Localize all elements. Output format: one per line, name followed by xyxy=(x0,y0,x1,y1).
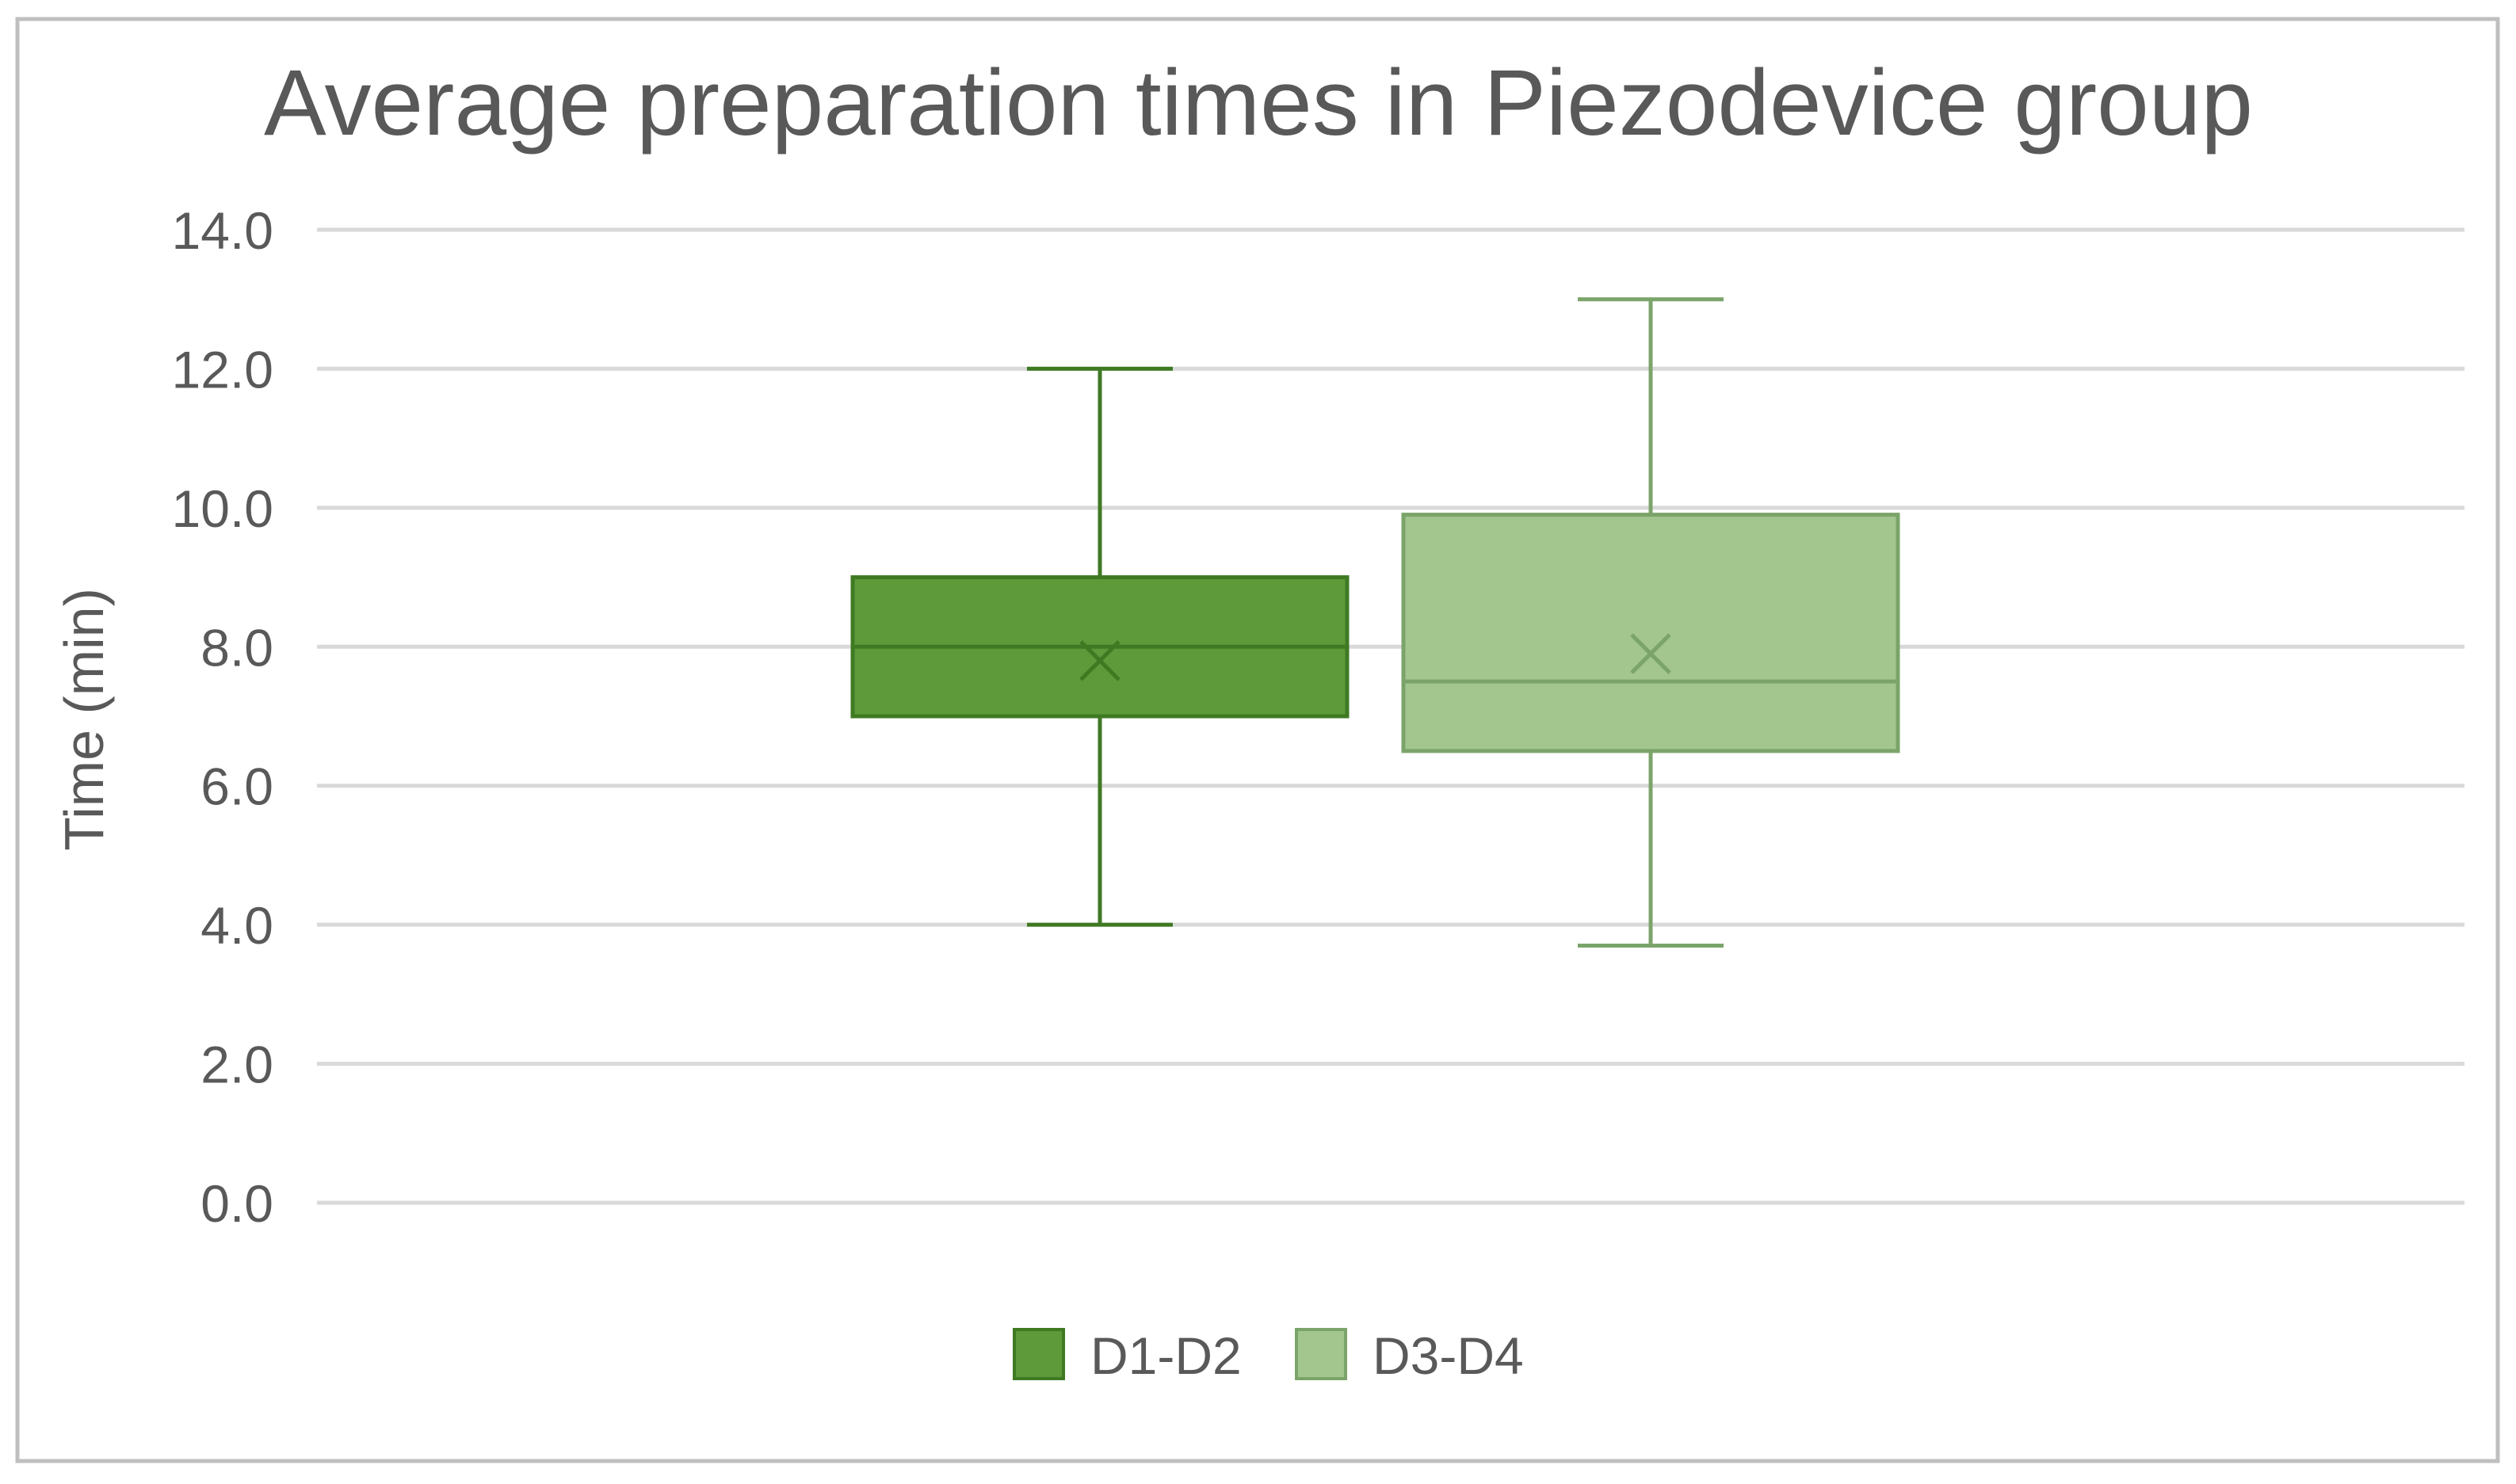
y-tick-label: 2.0 xyxy=(200,1036,273,1094)
iqr-box xyxy=(1401,513,1900,753)
chart-frame xyxy=(15,17,2500,1463)
y-axis-label: Time (min) xyxy=(53,588,115,851)
y-tick-label: 10.0 xyxy=(172,479,273,538)
legend-label: D3-D4 xyxy=(1373,1326,1524,1385)
box-d3-d4 xyxy=(1401,297,1900,948)
y-tick-label: 0.0 xyxy=(200,1174,273,1233)
box-d1-d2 xyxy=(850,366,1350,927)
y-tick-label: 14.0 xyxy=(172,201,273,260)
grid-lines xyxy=(317,227,2464,1205)
y-tick-label: 6.0 xyxy=(200,757,273,816)
y-axis-ticks: 0.0 2.0 4.0 6.0 8.0 10.0 12.0 14.0 xyxy=(172,201,273,1233)
legend: D1-D2 D3-D4 xyxy=(1013,1326,1524,1385)
mean-marker xyxy=(1630,633,1671,674)
mean-marker xyxy=(1079,640,1121,681)
legend-swatch-d1-d2 xyxy=(1013,1328,1065,1380)
y-tick-label: 8.0 xyxy=(200,618,273,677)
legend-label: D1-D2 xyxy=(1090,1326,1242,1385)
box-series xyxy=(850,297,1900,948)
y-tick-label: 12.0 xyxy=(172,340,273,399)
chart-title: Average preparation times in Piezodevice… xyxy=(264,51,2253,155)
y-tick-label: 4.0 xyxy=(200,896,273,955)
legend-swatch-d3-d4 xyxy=(1295,1328,1347,1380)
